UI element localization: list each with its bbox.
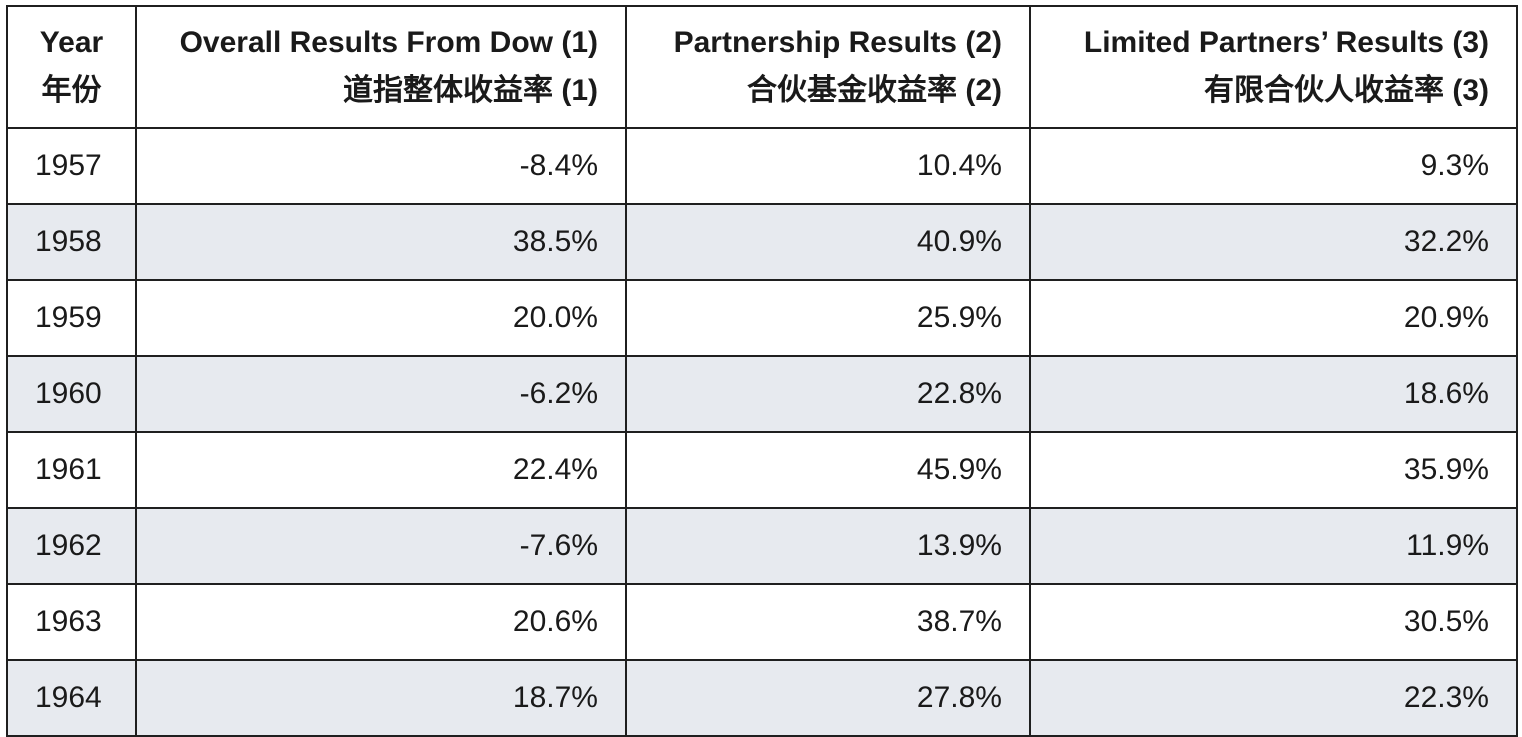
cell-partnership: 13.9% <box>625 507 1031 585</box>
table-row: 1960 -6.2% 22.8% 18.6% <box>6 355 1518 433</box>
header-row: Year 年份 Overall Results From Dow (1) 道指整… <box>6 5 1518 129</box>
cell-year: 1959 <box>6 279 137 357</box>
cell-partnership: 10.4% <box>625 127 1031 205</box>
cell-limited: 35.9% <box>1029 431 1518 509</box>
cell-year: 1957 <box>6 127 137 205</box>
header-year-en: Year <box>39 26 104 59</box>
cell-limited: 30.5% <box>1029 583 1518 661</box>
cell-limited: 20.9% <box>1029 279 1518 357</box>
cell-dow: 20.6% <box>135 583 627 661</box>
header-limited: Limited Partners’ Results (3) 有限合伙人收益率 (… <box>1029 5 1518 129</box>
table-row: 1964 18.7% 27.8% 22.3% <box>6 659 1518 737</box>
header-year: Year 年份 <box>6 5 137 129</box>
cell-dow: 18.7% <box>135 659 627 737</box>
cell-dow: 38.5% <box>135 203 627 281</box>
cell-dow: -6.2% <box>135 355 627 433</box>
cell-dow: 22.4% <box>135 431 627 509</box>
table-header: Year 年份 Overall Results From Dow (1) 道指整… <box>6 5 1518 129</box>
header-partnership-zh: 合伙基金收益率 (2) <box>747 74 1002 107</box>
table-row: 1959 20.0% 25.9% 20.9% <box>6 279 1518 357</box>
header-limited-en: Limited Partners’ Results (3) <box>1083 26 1489 59</box>
cell-limited: 11.9% <box>1029 507 1518 585</box>
header-year-zh: 年份 <box>41 74 102 107</box>
cell-limited: 9.3% <box>1029 127 1518 205</box>
cell-dow: 20.0% <box>135 279 627 357</box>
cell-dow: -8.4% <box>135 127 627 205</box>
cell-partnership: 38.7% <box>625 583 1031 661</box>
cell-partnership: 45.9% <box>625 431 1031 509</box>
cell-year: 1961 <box>6 431 137 509</box>
cell-limited: 32.2% <box>1029 203 1518 281</box>
table-body: 1957 -8.4% 10.4% 9.3% 1958 38.5% 40.9% 3… <box>6 127 1518 737</box>
cell-year: 1960 <box>6 355 137 433</box>
cell-year: 1963 <box>6 583 137 661</box>
cell-limited: 22.3% <box>1029 659 1518 737</box>
table-row: 1957 -8.4% 10.4% 9.3% <box>6 127 1518 205</box>
cell-partnership: 25.9% <box>625 279 1031 357</box>
table-row: 1963 20.6% 38.7% 30.5% <box>6 583 1518 661</box>
header-partnership: Partnership Results (2) 合伙基金收益率 (2) <box>625 5 1031 129</box>
header-dow-en: Overall Results From Dow (1) <box>179 26 598 59</box>
header-dow-zh: 道指整体收益率 (1) <box>343 74 598 107</box>
cell-year: 1958 <box>6 203 137 281</box>
cell-partnership: 40.9% <box>625 203 1031 281</box>
cell-partnership: 22.8% <box>625 355 1031 433</box>
cell-dow: -7.6% <box>135 507 627 585</box>
cell-limited: 18.6% <box>1029 355 1518 433</box>
header-partnership-en: Partnership Results (2) <box>673 26 1002 59</box>
header-dow: Overall Results From Dow (1) 道指整体收益率 (1) <box>135 5 627 129</box>
table-row: 1961 22.4% 45.9% 35.9% <box>6 431 1518 509</box>
cell-partnership: 27.8% <box>625 659 1031 737</box>
cell-year: 1962 <box>6 507 137 585</box>
table-row: 1962 -7.6% 13.9% 11.9% <box>6 507 1518 585</box>
cell-year: 1964 <box>6 659 137 737</box>
header-limited-zh: 有限合伙人收益率 (3) <box>1204 74 1489 107</box>
table-row: 1958 38.5% 40.9% 32.2% <box>6 203 1518 281</box>
results-table: Year 年份 Overall Results From Dow (1) 道指整… <box>6 5 1518 737</box>
